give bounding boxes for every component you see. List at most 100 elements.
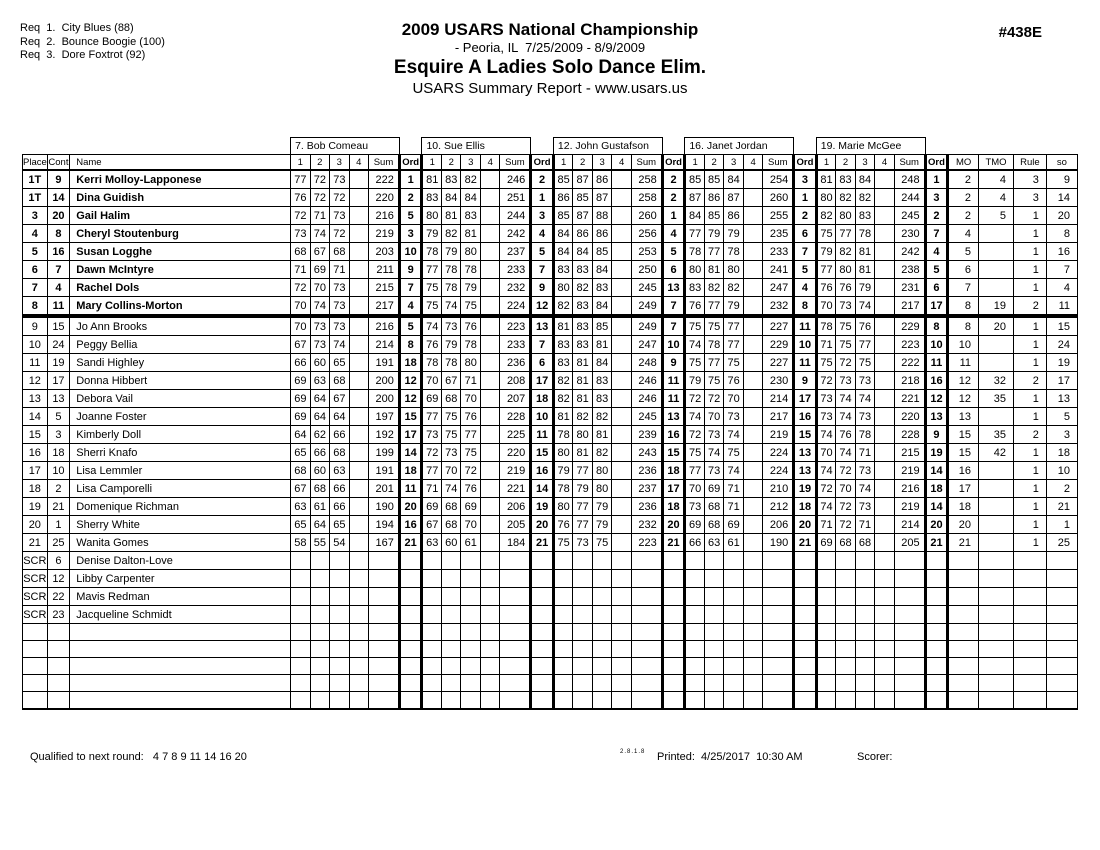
score-cell bbox=[460, 674, 481, 692]
score-cell: 81 bbox=[440, 206, 462, 225]
score-cell: 68 bbox=[290, 242, 311, 261]
rule-cell: 1 bbox=[1012, 206, 1047, 225]
ord-cell: 4 bbox=[529, 224, 555, 243]
name-cell: Susan Logghe bbox=[69, 242, 292, 261]
score-cell: 84 bbox=[854, 169, 876, 189]
score-cell: 70 bbox=[703, 407, 725, 426]
ord-cell: 6 bbox=[792, 224, 818, 243]
name-cell bbox=[69, 623, 292, 641]
score-cell: 79 bbox=[815, 242, 837, 261]
mo-cell: 13 bbox=[947, 407, 980, 426]
so-cell: 16 bbox=[1045, 242, 1079, 261]
sum-cell bbox=[499, 587, 532, 606]
score-cell bbox=[348, 515, 370, 534]
skater-row: 15 3 Kimberly Doll 64 62 66 192 17 73 75 77 225 11 78… bbox=[22, 425, 1079, 444]
score-cell bbox=[348, 335, 370, 354]
score-cell bbox=[348, 169, 370, 189]
ord-cell: 16 bbox=[660, 425, 687, 444]
qualified-values-gap bbox=[144, 751, 153, 763]
ord-cell: 13 bbox=[923, 407, 950, 426]
tail-header: so bbox=[1045, 154, 1079, 171]
score-cell: 83 bbox=[460, 206, 481, 225]
skater-row: 19 21 Domenique Richman 63 61 66 190 20 69 68 69 20… bbox=[22, 497, 1079, 516]
sum-cell: 219 bbox=[368, 224, 400, 243]
ord-cell bbox=[923, 691, 950, 710]
score-cell bbox=[684, 623, 705, 641]
score-cell bbox=[703, 623, 725, 641]
ord-header-spacer bbox=[662, 138, 685, 155]
skater-row: 21 25 Wanita Gomes 58 55 54 167 21 63 60 61 184 21 75… bbox=[22, 533, 1079, 552]
sum-cell bbox=[762, 691, 795, 710]
score-cell: 73 bbox=[329, 278, 350, 297]
sum-cell: 221 bbox=[893, 389, 926, 408]
tail-cell bbox=[1012, 657, 1047, 675]
score-cell bbox=[835, 657, 856, 675]
judge-subheader: 1 bbox=[552, 154, 574, 171]
score-cell: 77 bbox=[572, 515, 593, 534]
score-cell: 75 bbox=[591, 533, 613, 552]
ord-cell: 1 bbox=[397, 169, 424, 189]
score-cell: 78 bbox=[421, 353, 442, 372]
rule-cell: 1 bbox=[1012, 278, 1047, 297]
judge-subheader: Ord bbox=[529, 154, 555, 171]
score-cell: 75 bbox=[684, 353, 705, 372]
name-cell: Libby Carpenter bbox=[69, 569, 292, 588]
score-cell bbox=[421, 605, 442, 624]
score-cell: 74 bbox=[703, 443, 725, 462]
rule-cell: 2 bbox=[1012, 296, 1047, 318]
score-cell bbox=[611, 224, 632, 243]
judge-subheader: 3 bbox=[460, 154, 481, 171]
score-cell: 70 bbox=[723, 389, 744, 408]
score-cell: 82 bbox=[854, 188, 876, 207]
sum-cell bbox=[762, 587, 795, 606]
score-cell: 68 bbox=[703, 497, 725, 516]
sum-cell: 242 bbox=[499, 224, 532, 243]
score-cell bbox=[874, 497, 895, 516]
so-cell: 5 bbox=[1045, 407, 1079, 426]
score-cell bbox=[723, 674, 744, 692]
score-cell bbox=[815, 674, 837, 692]
mo-cell: 6 bbox=[947, 260, 980, 279]
score-cell: 87 bbox=[591, 188, 613, 207]
place-cell: 12 bbox=[22, 371, 48, 390]
score-cell: 67 bbox=[290, 479, 311, 498]
score-cell: 70 bbox=[421, 371, 442, 390]
name-cell bbox=[69, 691, 292, 710]
sum-cell: 201 bbox=[368, 479, 400, 498]
score-cell bbox=[591, 674, 613, 692]
judge-subheader: 2 bbox=[835, 154, 856, 171]
sum-cell: 216 bbox=[368, 315, 400, 336]
score-cell: 69 bbox=[460, 497, 481, 516]
sum-cell bbox=[893, 623, 926, 641]
name-cell: Sandi Highley bbox=[69, 353, 292, 372]
sum-cell: 199 bbox=[368, 443, 400, 462]
score-cell: 68 bbox=[440, 497, 462, 516]
score-cell: 74 bbox=[684, 407, 705, 426]
score-cell: 80 bbox=[591, 461, 613, 480]
score-cell bbox=[874, 278, 895, 297]
ord-cell: 6 bbox=[923, 278, 950, 297]
score-cell: 80 bbox=[815, 188, 837, 207]
score-cell bbox=[348, 623, 370, 641]
score-cell: 77 bbox=[703, 296, 725, 318]
score-cell: 79 bbox=[591, 515, 613, 534]
score-cell bbox=[611, 623, 632, 641]
sum-cell: 242 bbox=[893, 242, 926, 261]
judge-subheader: 1 bbox=[421, 154, 442, 171]
ord-cell: 7 bbox=[397, 278, 424, 297]
score-cell bbox=[742, 188, 764, 207]
score-cell: 73 bbox=[835, 296, 856, 318]
score-cell bbox=[854, 569, 876, 588]
skater-row: 3 20 Gail Halim 72 71 73 216 5 80 81 83 244 3 85 87 88 2… bbox=[22, 206, 1079, 225]
score-cell bbox=[742, 551, 764, 570]
score-cell: 77 bbox=[421, 260, 442, 279]
score-cell bbox=[723, 569, 744, 588]
score-cell: 73 bbox=[290, 224, 311, 243]
judge-name-header: 16. Janet Jordan bbox=[684, 137, 795, 155]
place-cell bbox=[22, 691, 48, 710]
score-cell: 82 bbox=[552, 296, 574, 318]
place-cell bbox=[22, 640, 48, 658]
score-cell: 79 bbox=[591, 497, 613, 516]
score-cell bbox=[611, 335, 632, 354]
score-cell: 77 bbox=[703, 353, 725, 372]
